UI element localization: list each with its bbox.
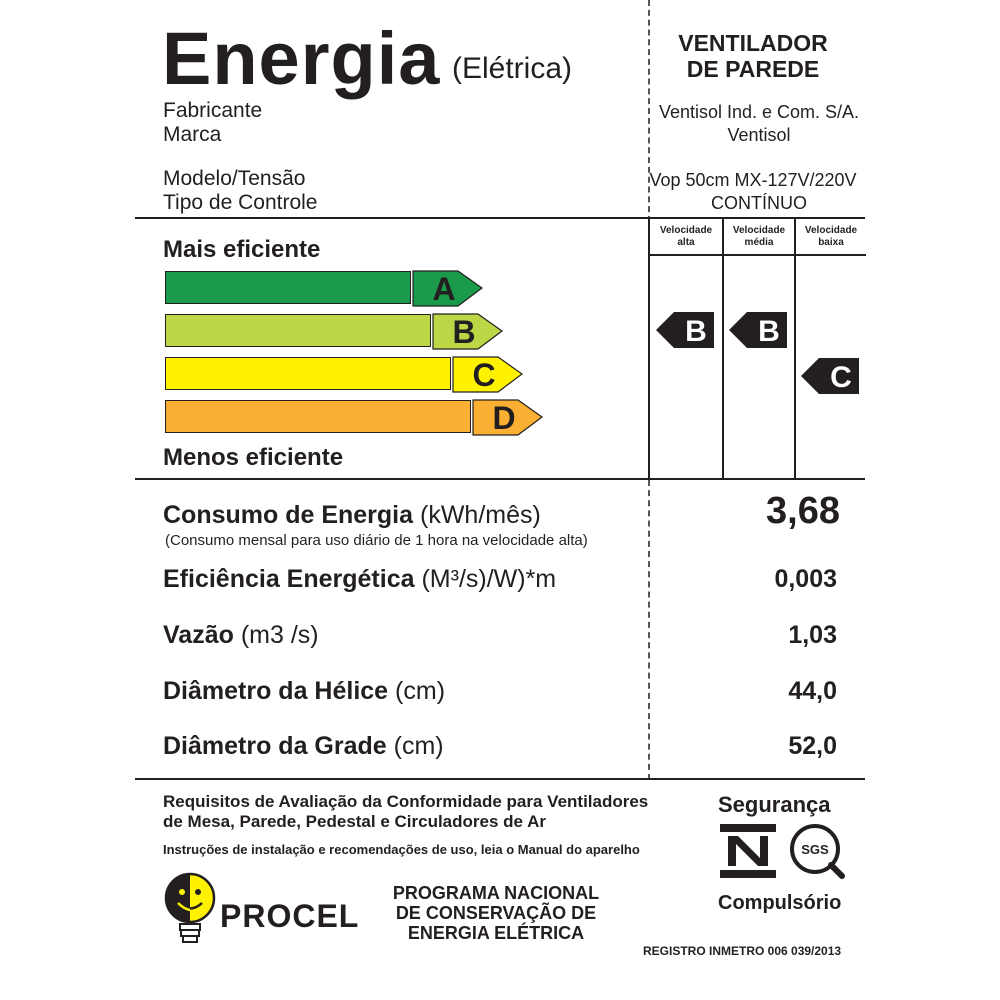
speed-header-line: [648, 254, 866, 256]
consumo-label-unit: (kWh/mês): [420, 501, 541, 529]
rating-arrow-medium: B: [729, 312, 787, 348]
consumo-value: 3,68: [766, 490, 840, 532]
speed-header-low-line2: baixa: [818, 236, 844, 248]
requisitos-line1: Requisitos de Avaliação da Conformidade …: [163, 792, 649, 811]
rating-letter-medium: B: [758, 315, 780, 348]
procel-bulb-icon: [164, 872, 216, 943]
divider-3: [135, 778, 865, 780]
programa-line2: DE CONSERVAÇÃO DE: [395, 902, 597, 923]
vazao-value: 1,03: [788, 621, 837, 649]
consumo-label: Consumo de Energia (kWh/mês): [163, 503, 541, 528]
eficiencia-label: Eficiência Energética (M³/s)/W)*m: [163, 567, 556, 592]
vazao-label-bold: Vazão: [163, 621, 234, 649]
controle-label: Tipo de Controle: [163, 191, 318, 214]
rating-letter-high: B: [685, 315, 707, 348]
speed-header-medium: Velocidade média: [724, 225, 794, 248]
procel-logo-text: PROCEL: [220, 898, 360, 934]
vazao-label-unit: (m3 /s): [240, 621, 319, 649]
scale-arrow-a: A: [412, 270, 484, 307]
label-subtitle: (Elétrica): [452, 52, 573, 85]
menos-eficiente-label: Menos eficiente: [163, 444, 344, 471]
modelo-value: Vop 50cm MX-127V/220V: [649, 170, 857, 190]
fabricante-label: Fabricante: [163, 99, 263, 122]
programa-line3: ENERGIA ELÉTRICA: [407, 922, 585, 943]
sgs-text: SGS: [801, 842, 829, 857]
compulsorio-label: Compulsório: [718, 892, 842, 914]
scale-letter-a: A: [432, 271, 455, 307]
grade-label-bold: Diâmetro da Grade: [163, 732, 387, 760]
requisitos-line2: de Mesa, Parede, Pedestal e Circuladores…: [163, 812, 546, 832]
speed-header-high: Velocidade alta: [651, 225, 721, 248]
scale-arrow-c: C: [452, 356, 524, 393]
grade-label-unit: (cm): [393, 732, 444, 760]
speed-header-medium-line1: Velocidade: [732, 225, 786, 236]
vazao-label: Vazão (m3 /s): [163, 623, 319, 648]
sgs-icon: SGS: [790, 824, 845, 879]
speed-header-high-line1: Velocidade: [659, 225, 713, 236]
requisitos-text: Requisitos de Avaliação da Conformidade …: [163, 792, 648, 833]
grade-value: 52,0: [788, 732, 837, 760]
fabricante-value: Ventisol Ind. e Com. S/A.: [658, 102, 860, 122]
speed-header-low: Velocidade baixa: [796, 225, 866, 248]
product-type-line2: DE PAREDE: [686, 56, 820, 83]
speed-col-border-0: [648, 219, 650, 479]
eficiencia-value: 0,003: [774, 565, 837, 593]
label-title: Energia: [162, 17, 441, 100]
scale-arrow-b: B: [432, 313, 504, 350]
speed-col-border-2: [794, 219, 796, 479]
speed-col-border-1: [722, 219, 724, 479]
rating-arrow-low: C: [801, 358, 859, 394]
scale-bar-b: [165, 314, 431, 347]
eficiencia-label-bold: Eficiência Energética: [163, 565, 415, 593]
scale-letter-d: D: [492, 400, 515, 436]
programa-text: PROGRAMA NACIONAL DE CONSERVAÇÃO DE ENER…: [366, 883, 626, 943]
programa-line1: PROGRAMA NACIONAL: [392, 883, 600, 903]
dashed-divider-middle: [648, 480, 650, 780]
seguranca-label: Segurança: [718, 792, 831, 817]
scale-bar-d: [165, 400, 471, 433]
eficiencia-label-unit: (M³/s)/W)*m: [421, 565, 557, 593]
scale-letter-b: B: [452, 314, 475, 350]
consumo-note: (Consumo mensal para uso diário de 1 hor…: [165, 532, 588, 549]
rating-letter-low: C: [830, 361, 852, 394]
rating-arrow-high: B: [656, 312, 714, 348]
divider-2: [135, 478, 865, 480]
inmetro-icon: [720, 824, 776, 878]
scale-bar-a: [165, 271, 411, 304]
registro-inmetro: REGISTRO INMETRO 006 039/2013: [643, 944, 842, 958]
product-type-line1: VENTILADOR: [678, 30, 828, 56]
scale-arrow-d: D: [472, 399, 544, 436]
modelo-label: Modelo/Tensão: [163, 167, 306, 190]
consumo-label-bold: Consumo de Energia: [163, 501, 414, 529]
scale-letter-c: C: [472, 357, 495, 393]
dashed-divider-top: [648, 0, 650, 222]
marca-value: Ventisol: [727, 125, 791, 145]
helice-value: 44,0: [788, 677, 837, 705]
product-type: VENTILADOR DE PAREDE: [640, 30, 866, 83]
scale-bar-c: [165, 357, 451, 390]
controle-value: CONTÍNUO: [711, 193, 807, 213]
instructions-text: Instruções de instalação e recomendações…: [163, 842, 640, 857]
speed-header-medium-line2: média: [744, 236, 774, 248]
grade-label: Diâmetro da Grade (cm): [163, 734, 444, 759]
speed-header-low-line1: Velocidade: [804, 225, 858, 236]
helice-label-bold: Diâmetro da Hélice: [163, 677, 389, 705]
helice-label: Diâmetro da Hélice (cm): [163, 679, 445, 704]
helice-label-unit: (cm): [395, 677, 446, 705]
divider-1: [135, 217, 865, 219]
mais-eficiente-label: Mais eficiente: [163, 236, 321, 263]
speed-header-high-line2: alta: [677, 236, 695, 248]
marca-label: Marca: [163, 123, 222, 146]
